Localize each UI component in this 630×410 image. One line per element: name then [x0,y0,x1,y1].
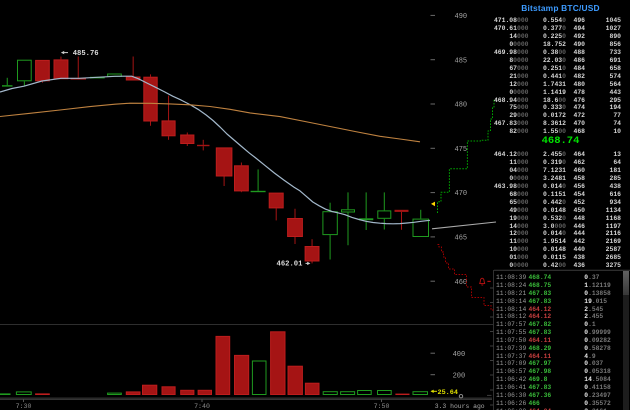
svg-text:400: 400 [453,351,466,359]
svg-text:200: 200 [453,372,466,380]
svg-text:470: 470 [455,190,468,198]
svg-text:465: 465 [455,235,468,243]
svg-text:462.01: 462.01 [277,261,304,269]
svg-text:7:30: 7:30 [16,403,32,410]
svg-text:485: 485 [455,57,468,65]
svg-text:485.76: 485.76 [73,50,99,58]
svg-text:460: 460 [455,279,468,287]
svg-text:3.3 hours ago: 3.3 hours ago [435,403,485,410]
svg-text:475: 475 [455,146,468,154]
svg-text:25.64: 25.64 [438,389,458,397]
svg-text:7:40: 7:40 [194,403,210,410]
svg-text:490: 490 [455,13,468,21]
svg-text:7:50: 7:50 [374,403,390,410]
svg-text:480: 480 [455,102,468,110]
